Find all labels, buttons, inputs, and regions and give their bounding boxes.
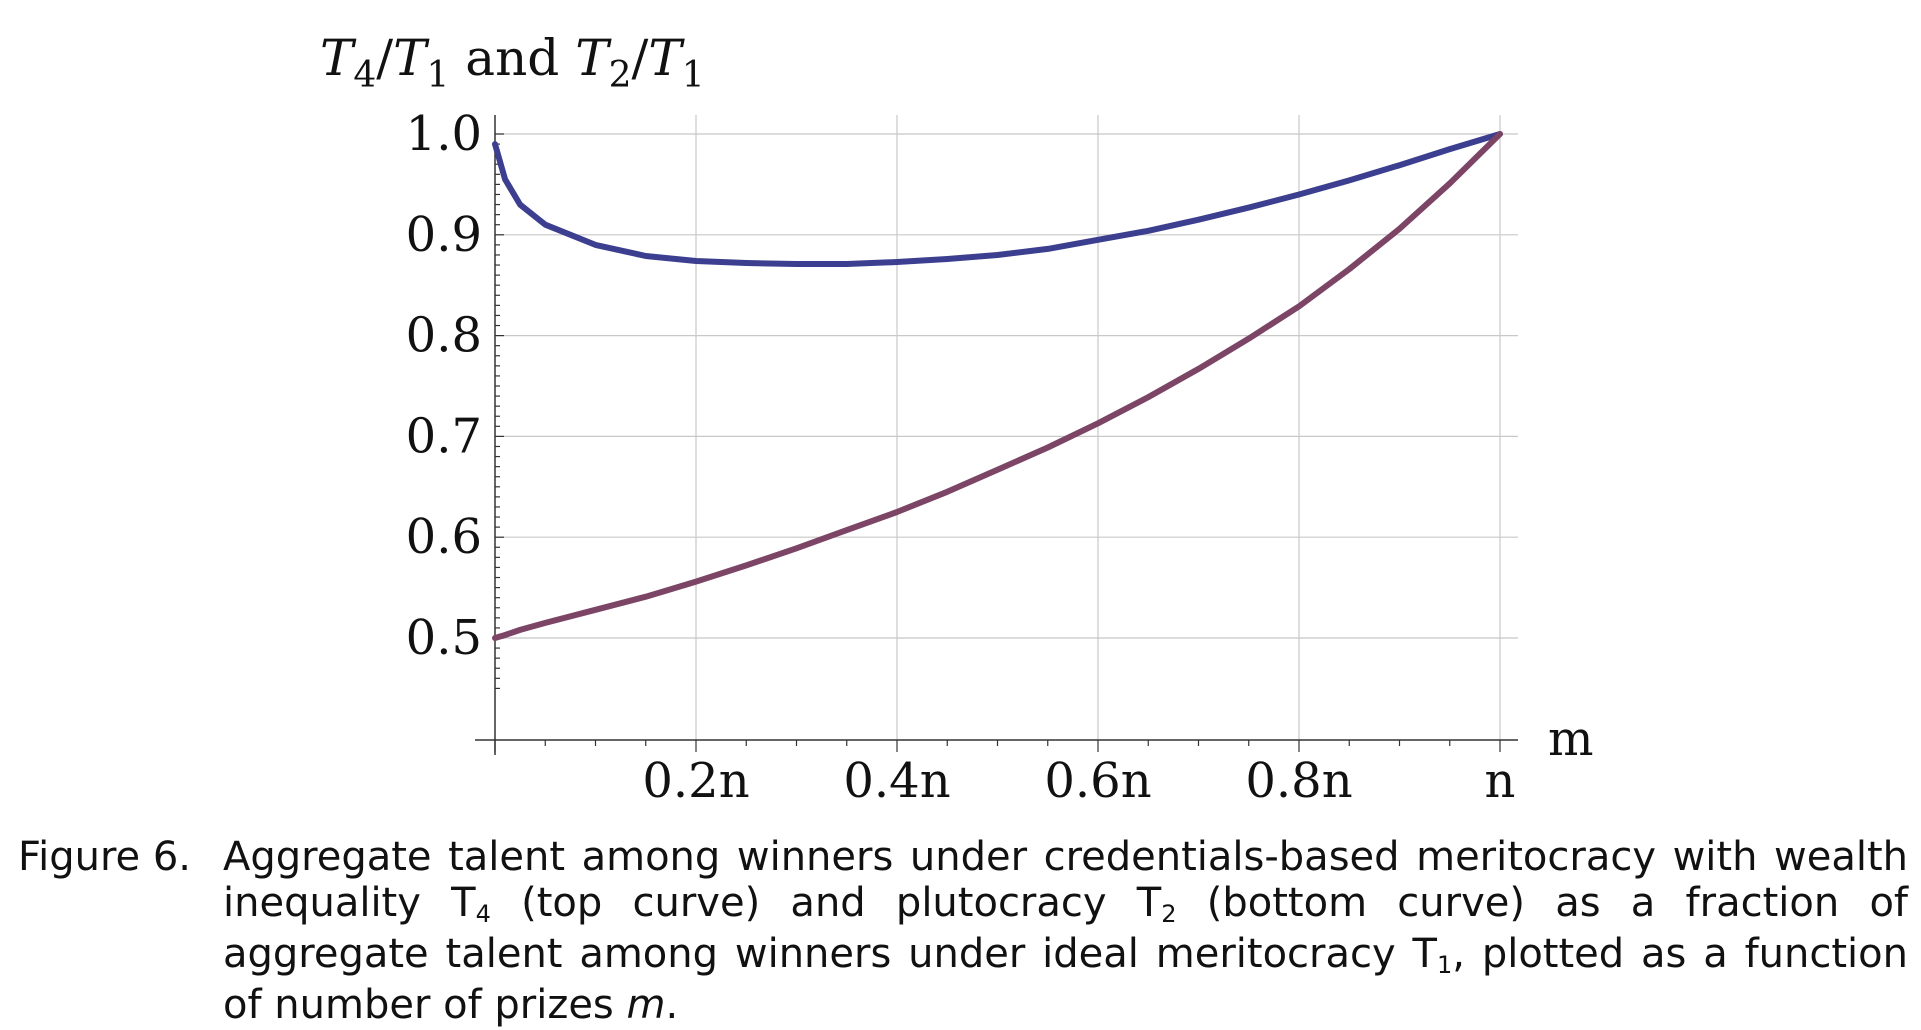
series-line-bottom — [492, 131, 1503, 641]
caption-text-5: . — [665, 982, 679, 1028]
caption-body: Aggregate talent among winners under cre… — [223, 834, 1908, 1028]
y-tick-label: 0.6 — [406, 509, 482, 565]
x-tick-label: n — [1485, 753, 1516, 809]
x-tick-label: 0.2n — [642, 753, 749, 809]
caption-text-3: (bottom curve) as a fraction of aggregat… — [223, 880, 1908, 977]
tick-labels: 0.5 0.6 0.7 0.8 0.9 1.0 0.2n 0.4n 0.6n 0.8n n — [406, 106, 1516, 809]
caption-sub-1: 1 — [1436, 951, 1453, 979]
series-group — [492, 131, 1503, 641]
caption-label: Figure 6. — [18, 834, 192, 880]
y-axis-label: T4​/T1​ and T2​/T1​ — [320, 29, 705, 96]
axes — [475, 115, 1518, 755]
x-tick-label: 0.8n — [1245, 753, 1352, 809]
y-tick-label: 0.7 — [406, 408, 482, 464]
y-tick-label: 0.9 — [406, 207, 482, 263]
caption-italic-m: m — [626, 982, 666, 1028]
chart: 0.5 0.6 0.7 0.8 0.9 1.0 0.2n 0.4n 0.6n 0.8n n T4​/… — [320, 29, 1594, 809]
grid — [495, 115, 1518, 740]
x-tick-label: 0.6n — [1044, 753, 1151, 809]
figure-caption: Figure 6. Aggregate talent among winners… — [18, 834, 1908, 1028]
x-tick-label: 0.4n — [843, 753, 950, 809]
series-line-top — [492, 131, 1503, 267]
caption-text-1: Aggregate talent among winners under cre… — [223, 834, 1908, 926]
caption-text-4: , plotted as a function of number of pri… — [223, 931, 1908, 1028]
x-axis-label: m — [1548, 711, 1594, 767]
caption-sub-4: 4 — [475, 900, 491, 928]
y-tick-label: 0.8 — [406, 308, 482, 364]
y-tick-label: 1.0 — [406, 106, 482, 162]
y-tick-label: 0.5 — [406, 610, 482, 666]
caption-text-2: (top curve) and plutocracy T — [490, 880, 1162, 926]
caption-sub-2: 2 — [1161, 900, 1177, 928]
